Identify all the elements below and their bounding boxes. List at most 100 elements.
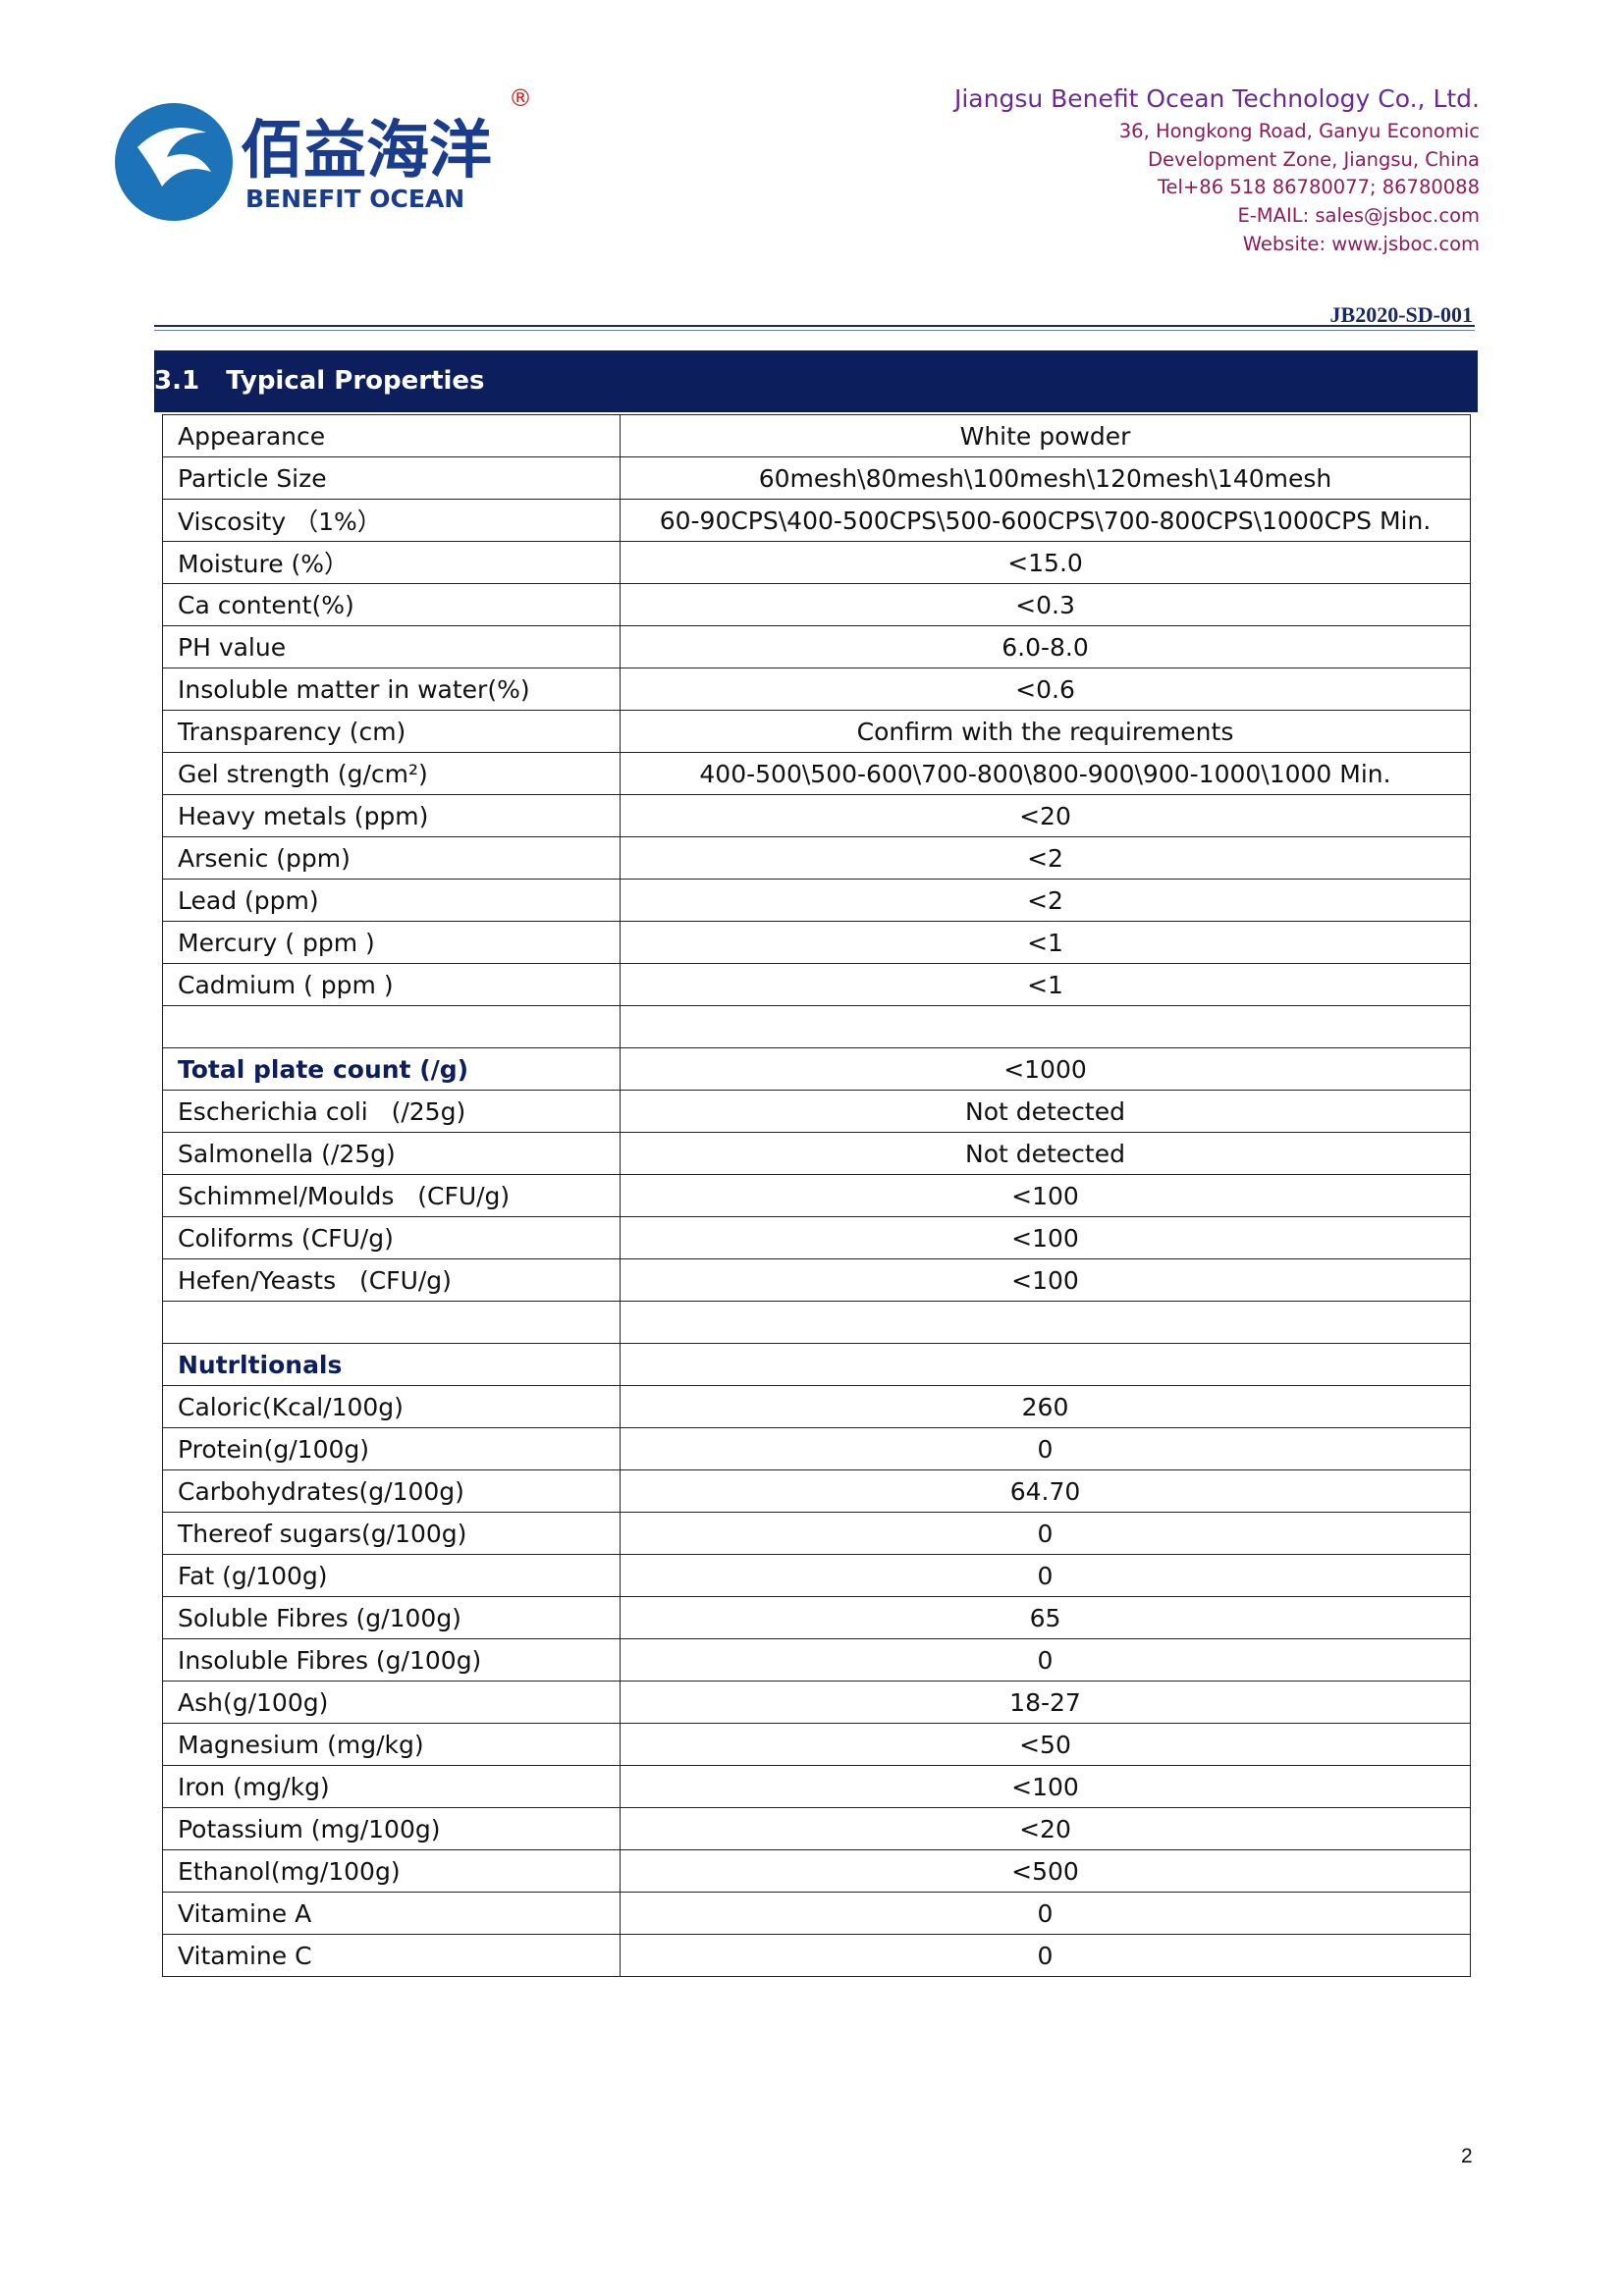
value-cell: [620, 1343, 1471, 1386]
value-cell: Not detected: [620, 1132, 1471, 1175]
label-cell: Nutrltionals: [162, 1343, 621, 1386]
rule: [154, 325, 1475, 327]
value-cell: <0.3: [620, 583, 1471, 626]
value-cell: <100: [620, 1174, 1471, 1217]
table-row: Carbohydrates(g/100g) 64.70: [162, 1469, 1471, 1513]
value-cell: <20: [620, 794, 1471, 837]
value-cell: 65: [620, 1596, 1471, 1639]
table-row: Iron (mg/kg) <100: [162, 1765, 1471, 1808]
table-row: Cadmium ( ppm ) <1: [162, 963, 1471, 1006]
value-cell: <0.6: [620, 667, 1471, 711]
value-cell: <15.0: [620, 541, 1471, 584]
table-row: Appearance White powder: [162, 414, 1471, 457]
value-cell: 260: [620, 1385, 1471, 1428]
company-name: Jiangsu Benefit Ocean Technology Co., Lt…: [953, 84, 1480, 113]
value-cell: <2: [620, 879, 1471, 922]
value-cell: <2: [620, 836, 1471, 880]
label-cell: Soluble Fibres (g/100g): [162, 1596, 621, 1639]
label-cell: Vitamine A: [162, 1892, 621, 1935]
logo-en: BENEFIT OCEAN: [245, 185, 464, 213]
table-row: Thereof sugars(g/100g) 0: [162, 1512, 1471, 1555]
address-line: Development Zone, Jiangsu, China: [1148, 147, 1480, 171]
value-cell: 64.70: [620, 1469, 1471, 1513]
label-cell: Caloric(Kcal/100g): [162, 1385, 621, 1428]
address-line: E-MAIL: sales@jsboc.com: [1237, 204, 1480, 228]
label-cell: [162, 1301, 621, 1344]
doc-code: JB2020-SD-001: [1329, 302, 1473, 327]
value-cell: <1: [620, 963, 1471, 1006]
table-row: Ethanol(mg/100g) <500: [162, 1849, 1471, 1893]
table-row: Schimmel/Moulds (CFU/g) <100: [162, 1174, 1471, 1217]
label-cell: Mercury ( ppm ): [162, 921, 621, 964]
label-cell: Transparency (cm): [162, 710, 621, 753]
value-cell: 60mesh\80mesh\100mesh\120mesh\140mesh: [620, 456, 1471, 500]
logo: 佰益海洋 BENEFIT OCEAN ®: [115, 84, 532, 221]
table-row: Viscosity （1%） 60-90CPS\400-500CPS\500-60…: [162, 499, 1471, 542]
label-cell: Carbohydrates(g/100g): [162, 1469, 621, 1513]
label-cell: Thereof sugars(g/100g): [162, 1512, 621, 1555]
label-cell: Coliforms (CFU/g): [162, 1216, 621, 1259]
label-cell: Ca content(%): [162, 583, 621, 626]
label-cell: Lead (ppm): [162, 879, 621, 922]
value-cell: <1000: [620, 1047, 1471, 1091]
value-cell: <20: [620, 1807, 1471, 1850]
value-cell: 400-500\500-600\700-800\800-900\900-1000…: [620, 752, 1471, 795]
value-cell: 0: [620, 1554, 1471, 1597]
properties-table: Appearance White powder Particle Size 60mes…: [162, 414, 1471, 1977]
value-cell: <100: [620, 1258, 1471, 1302]
label-cell: Arsenic (ppm): [162, 836, 621, 880]
label-cell: Iron (mg/kg): [162, 1765, 621, 1808]
label-cell: Fat (g/100g): [162, 1554, 621, 1597]
table-row: Fat (g/100g) 0: [162, 1554, 1471, 1597]
section-title: Typical Properties: [226, 366, 485, 396]
label-cell: Potassium (mg/100g): [162, 1807, 621, 1850]
label-cell: Total plate count (/g): [162, 1047, 621, 1091]
value-cell: <50: [620, 1723, 1471, 1766]
table-row: Particle Size 60mesh\80mesh\100mesh\120me…: [162, 456, 1471, 500]
label-cell: Ethanol(mg/100g): [162, 1849, 621, 1893]
table-row: Soluble Fibres (g/100g) 65: [162, 1596, 1471, 1639]
value-cell: White powder: [620, 414, 1471, 457]
value-cell: <500: [620, 1849, 1471, 1893]
table-row: Salmonella (/25g) Not detected: [162, 1132, 1471, 1175]
page-number: 2: [1461, 2145, 1473, 2167]
label-cell: Hefen/Yeasts (CFU/g): [162, 1258, 621, 1302]
table-row: Ca content(%) <0.3: [162, 583, 1471, 626]
logo-cn: 佰益海洋: [241, 115, 492, 187]
value-cell: Confirm with the requirements: [620, 710, 1471, 753]
value-cell: [620, 1005, 1471, 1048]
value-cell: 6.0-8.0: [620, 625, 1471, 668]
label-cell: Escherichia coli (/25g): [162, 1090, 621, 1133]
address-line: Website: www.jsboc.com: [1242, 232, 1480, 255]
label-cell: Appearance: [162, 414, 621, 457]
value-cell: Not detected: [620, 1090, 1471, 1133]
value-cell: 60-90CPS\400-500CPS\500-600CPS\700-800CP…: [620, 499, 1471, 542]
value-cell: <100: [620, 1765, 1471, 1808]
label-cell: Heavy metals (ppm): [162, 794, 621, 837]
label-cell: Particle Size: [162, 456, 621, 500]
value-cell: <100: [620, 1216, 1471, 1259]
section-number: 3.1: [154, 366, 200, 396]
section-header: 3.1 Typical Properties: [154, 350, 1478, 412]
table-row: Insoluble Fibres (g/100g) 0: [162, 1638, 1471, 1682]
label-cell: Gel strength (g/cm²): [162, 752, 621, 795]
label-cell: Magnesium (mg/kg): [162, 1723, 621, 1766]
registered-mark: ®: [509, 84, 532, 112]
table-row: Protein(g/100g) 0: [162, 1427, 1471, 1470]
table-row: Mercury ( ppm ) <1: [162, 921, 1471, 964]
table-row: Magnesium (mg/kg) <50: [162, 1723, 1471, 1766]
address-line: Tel+86 518 86780077; 86780088: [1157, 176, 1480, 199]
label-cell: Cadmium ( ppm ): [162, 963, 621, 1006]
label-cell: Ash(g/100g): [162, 1681, 621, 1724]
value-cell: 0: [620, 1934, 1471, 1977]
table-row: Gel strength (g/cm²) 400-500\500-600\700-…: [162, 752, 1471, 795]
table-row: Nutrltionals: [162, 1343, 1471, 1386]
label-cell: Salmonella (/25g): [162, 1132, 621, 1175]
label-cell: Viscosity （1%）: [162, 499, 621, 542]
table-row: Transparency (cm) Confirm with the requir…: [162, 710, 1471, 753]
value-cell: 0: [620, 1638, 1471, 1682]
table-row: Escherichia coli (/25g) Not detected: [162, 1090, 1471, 1133]
